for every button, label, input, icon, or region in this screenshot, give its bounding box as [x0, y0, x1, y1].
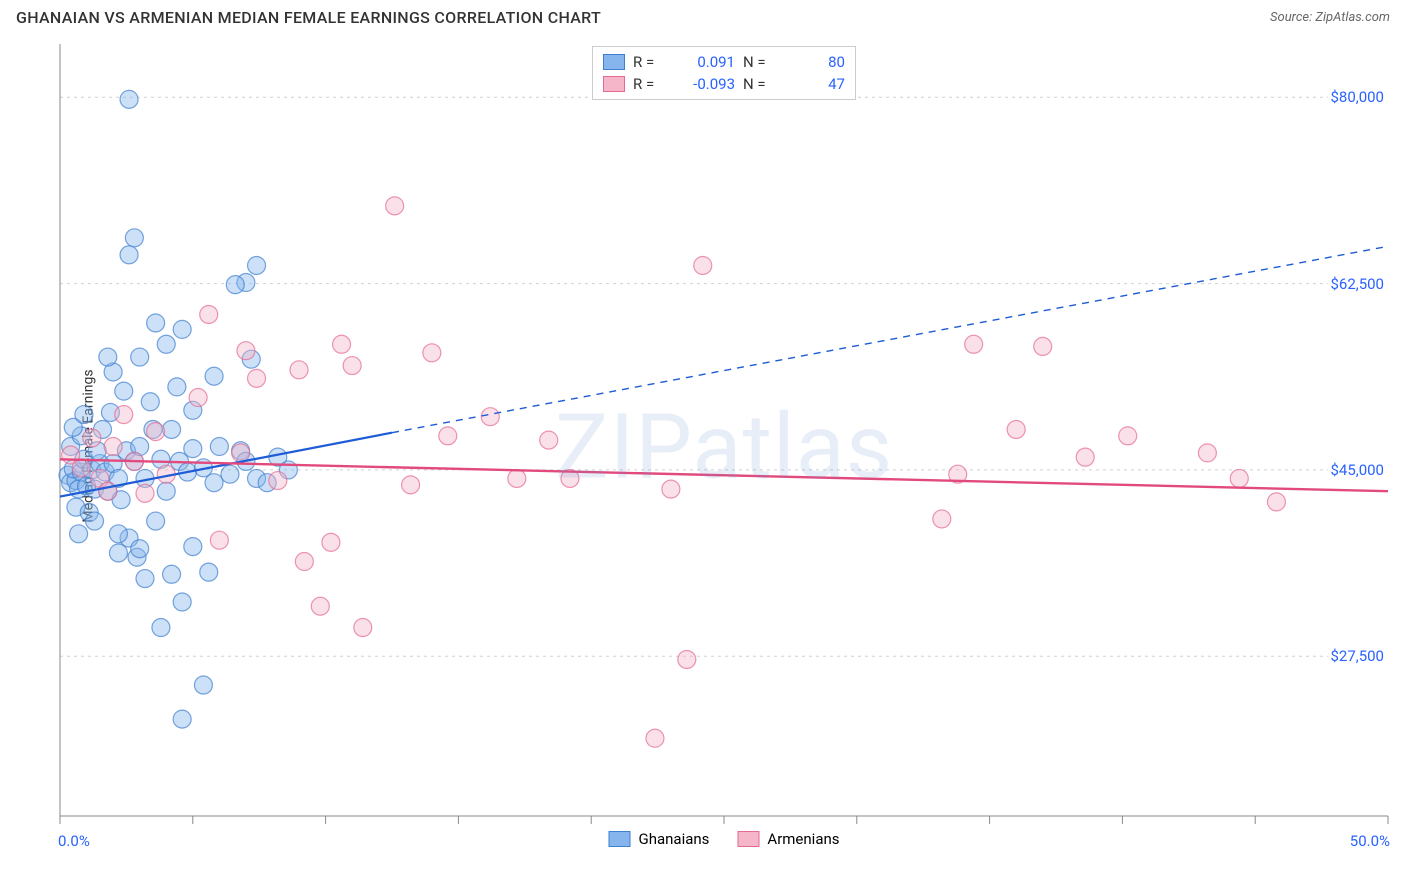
legend-swatch-ghanaians — [603, 54, 625, 70]
legend-row-armenians: R = -0.093 N = 47 — [603, 73, 845, 95]
legend-swatch-armenians — [603, 76, 625, 92]
legend-item-armenians: Armenians — [737, 830, 839, 848]
x-axis-min-label: 0.0% — [58, 832, 90, 850]
legend-label-ghanaians: Ghanaians — [638, 830, 709, 848]
n-value-armenians: 47 — [785, 75, 845, 93]
legend-swatch-armenians-b — [737, 831, 759, 847]
y-tick-label: $62,500 — [1328, 275, 1386, 293]
y-tick-label: $80,000 — [1328, 88, 1386, 106]
legend-label-armenians: Armenians — [767, 830, 839, 848]
scatter-chart — [58, 42, 1390, 852]
legend-item-ghanaians: Ghanaians — [608, 830, 709, 848]
chart-area: ZIPatlas R = 0.091 N = 80 R = -0.093 N =… — [58, 42, 1390, 852]
n-label: N = — [743, 53, 777, 71]
legend-row-ghanaians: R = 0.091 N = 80 — [603, 51, 845, 73]
legend-swatch-ghanaians-b — [608, 831, 630, 847]
legend-correlation: R = 0.091 N = 80 R = -0.093 N = 47 — [592, 46, 856, 100]
y-tick-label: $45,000 — [1328, 461, 1386, 479]
r-value-armenians: -0.093 — [675, 75, 735, 93]
x-axis-max-label: 50.0% — [1350, 832, 1390, 850]
legend-series: Ghanaians Armenians — [608, 830, 839, 848]
source-text: Source: ZipAtlas.com — [1270, 10, 1390, 25]
r-label: R = — [633, 53, 667, 71]
y-tick-label: $27,500 — [1328, 647, 1386, 665]
r-label: R = — [633, 75, 667, 93]
chart-title: GHANAIAN VS ARMENIAN MEDIAN FEMALE EARNI… — [16, 8, 601, 27]
n-value-ghanaians: 80 — [785, 53, 845, 71]
n-label: N = — [743, 75, 777, 93]
r-value-ghanaians: 0.091 — [675, 53, 735, 71]
